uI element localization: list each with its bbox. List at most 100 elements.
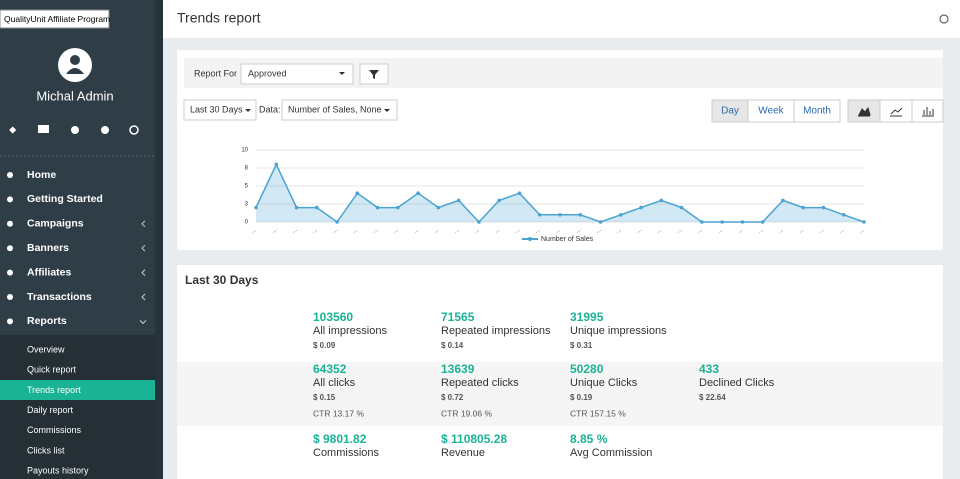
stat-value: 71565 <box>441 310 475 324</box>
submenu-item[interactable]: Quick report <box>27 365 77 375</box>
point <box>335 220 339 224</box>
submenu-item[interactable]: Commissions <box>27 425 82 435</box>
stat-label: Repeated clicks <box>441 377 519 389</box>
point <box>720 220 724 224</box>
stat-cost: $ 22.64 <box>699 393 726 402</box>
toolbar-icons[interactable] <box>9 125 139 135</box>
point <box>781 198 785 203</box>
point <box>517 191 522 195</box>
legend-label: Number of Sales <box>541 236 594 243</box>
y-tick-label: 5 <box>245 184 249 190</box>
stat-value: $ 110805.28 <box>441 432 507 446</box>
stat-value: 8.85 % <box>570 432 608 446</box>
x-tick-label: ... <box>554 227 562 235</box>
nav-item[interactable]: Banners <box>27 242 69 254</box>
x-tick-label: ... <box>271 227 279 235</box>
point <box>740 220 745 224</box>
stat-cost: $ 0.14 <box>441 341 464 350</box>
point <box>639 205 643 210</box>
nav-icon <box>7 196 13 203</box>
nav-icon <box>7 220 13 227</box>
stat-ctr: CTR 157.15 % <box>570 408 626 418</box>
nav-item[interactable]: Reports <box>27 315 67 327</box>
point <box>578 213 583 217</box>
stat-value: $ 9801.82 <box>313 432 367 446</box>
x-tick-label: ... <box>696 227 704 235</box>
stat-label: Commissions <box>313 447 380 459</box>
point <box>537 213 542 217</box>
submenu-item[interactable]: Trends report <box>27 385 81 395</box>
stat-value: 103560 <box>313 310 353 324</box>
report-for-select[interactable] <box>240 63 354 85</box>
period-select[interactable] <box>183 99 257 121</box>
x-tick-label: ... <box>676 227 684 235</box>
granularity-label: Month <box>803 106 831 117</box>
point <box>821 205 826 210</box>
y-tick-label: 8 <box>245 166 249 172</box>
chart: 0 3 5 8 10..................................… <box>241 148 866 243</box>
stat-value: 433 <box>699 362 719 376</box>
nav-item[interactable]: Campaigns <box>27 218 84 230</box>
caret <box>384 109 390 112</box>
report-for-value: Approved <box>248 68 287 78</box>
point <box>254 205 258 210</box>
refresh-button[interactable] <box>939 14 949 24</box>
nav-icon <box>7 318 13 325</box>
avatar-icon <box>70 55 80 65</box>
x-tick-label: ... <box>838 227 846 235</box>
submenu-item[interactable]: Payouts history <box>27 466 89 476</box>
chevron <box>139 320 147 325</box>
point <box>801 205 805 210</box>
x-tick-label: ... <box>777 227 785 235</box>
stat-cost: $ 0.09 <box>313 341 336 350</box>
x-tick-label: ... <box>818 227 826 235</box>
stat-value: 50280 <box>570 362 604 376</box>
point <box>619 213 623 217</box>
point <box>416 191 420 195</box>
period-value: Last 30 Days <box>190 104 243 114</box>
header <box>163 0 960 38</box>
x-tick-label: ... <box>473 227 481 235</box>
icon <box>858 106 871 117</box>
caret <box>245 109 251 112</box>
stat-cost: $ 0.19 <box>570 393 593 402</box>
caret <box>339 72 345 75</box>
granularity-label: Day <box>721 106 739 117</box>
nav-item[interactable]: Home <box>27 169 56 181</box>
submenu-item[interactable]: Daily report <box>27 405 74 415</box>
data-select[interactable] <box>281 99 398 121</box>
submenu-bg <box>0 335 155 479</box>
x-tick-label: ... <box>534 227 542 235</box>
nav-icon <box>7 294 13 300</box>
point <box>497 198 502 203</box>
point <box>315 205 319 210</box>
nav-item[interactable]: Affiliates <box>27 266 72 278</box>
area <box>256 164 864 222</box>
x-tick-label: ... <box>717 227 725 235</box>
x-tick-label: ... <box>656 227 664 235</box>
chevron <box>141 269 146 276</box>
x-tick-label: ... <box>737 227 745 235</box>
submenu-item[interactable]: Clicks list <box>27 445 65 455</box>
submenu-item[interactable]: Overview <box>27 344 65 354</box>
point <box>700 220 704 224</box>
x-tick-label: ... <box>575 227 583 235</box>
point <box>375 205 380 210</box>
point <box>598 220 603 224</box>
x-tick-label: ... <box>595 227 603 235</box>
data-value: Number of Sales, None <box>288 104 382 114</box>
nav-item[interactable]: Transactions <box>27 291 92 303</box>
active-item <box>0 380 155 400</box>
stat-cost: $ 0.31 <box>570 341 593 350</box>
x-tick-label: ... <box>858 227 866 235</box>
stat-label: Declined Clicks <box>699 377 775 389</box>
granularity-button[interactable] <box>793 99 841 123</box>
y-tick-label: 0 <box>245 220 249 226</box>
x-tick-label: ... <box>352 227 360 235</box>
y-tick-label: 3 <box>245 202 249 208</box>
nav-item[interactable]: Getting Started <box>27 193 103 205</box>
x-tick-label: ... <box>311 227 319 235</box>
stat-label: All clicks <box>313 377 356 389</box>
stat-label: Revenue <box>441 447 485 459</box>
